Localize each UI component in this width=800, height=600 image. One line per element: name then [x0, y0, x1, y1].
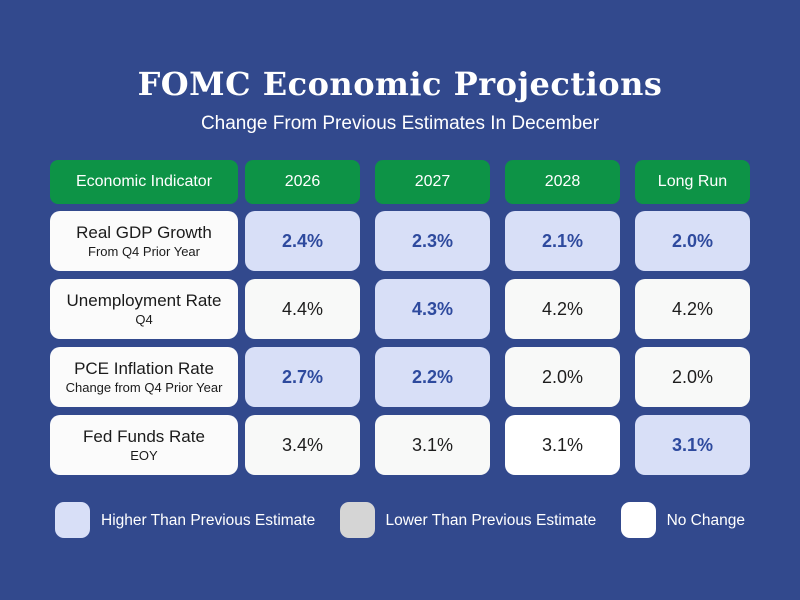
legend: Higher Than Previous Estimate Lower Than… — [55, 502, 745, 538]
page-title: FOMC Economic Projections — [137, 65, 663, 103]
value-cell: 3.1% — [375, 415, 490, 475]
indicator-cell: Unemployment Rate Q4 — [50, 279, 238, 339]
indicator-sublabel: From Q4 Prior Year — [88, 243, 200, 259]
legend-swatch-no-change — [620, 502, 656, 538]
legend-swatch-lower — [339, 502, 375, 538]
legend-label: No Change — [666, 511, 745, 529]
indicator-sublabel: Q4 — [135, 311, 153, 327]
value-cell: 2.1% — [505, 211, 620, 271]
column-header-2026: 2026 — [245, 160, 360, 204]
value-cell: 4.3% — [375, 279, 490, 339]
value-cell: 4.4% — [245, 279, 360, 339]
column-header-2028: 2028 — [505, 160, 620, 204]
column-header-long-run: Long Run — [635, 160, 750, 204]
table-row-unemployment: Unemployment Rate Q4 4.4% 4.3% 4.2% 4.2% — [50, 279, 750, 339]
indicator-cell: Fed Funds Rate EOY — [50, 415, 238, 475]
indicator-sublabel: EOY — [130, 447, 158, 463]
table-row-pce-inflation: PCE Inflation Rate Change from Q4 Prior … — [50, 347, 750, 407]
column-header-2027: 2027 — [375, 160, 490, 204]
indicator-cell: PCE Inflation Rate Change from Q4 Prior … — [50, 347, 238, 407]
value-cell: 2.7% — [245, 347, 360, 407]
legend-item-lower: Lower Than Previous Estimate — [339, 502, 597, 538]
value-cell: 2.4% — [245, 211, 360, 271]
indicator-label: PCE Inflation Rate — [74, 358, 214, 378]
value-cell: 2.0% — [635, 211, 750, 271]
indicator-label: Real GDP Growth — [76, 222, 212, 242]
value-cell: 2.3% — [375, 211, 490, 271]
table-row-fed-funds: Fed Funds Rate EOY 3.4% 3.1% 3.1% 3.1% — [50, 415, 750, 475]
indicator-label: Fed Funds Rate — [83, 426, 205, 446]
column-header-indicator: Economic Indicator — [50, 160, 238, 204]
value-cell: 4.2% — [505, 279, 620, 339]
projections-table: Economic Indicator 2026 2027 2028 Long R… — [50, 160, 750, 475]
legend-label: Higher Than Previous Estimate — [101, 511, 316, 529]
value-cell: 2.0% — [505, 347, 620, 407]
page-subtitle: Change From Previous Estimates In Decemb… — [200, 113, 600, 134]
legend-swatch-higher — [55, 502, 90, 538]
value-cell: 2.2% — [375, 347, 490, 407]
value-cell: 2.0% — [635, 347, 750, 407]
value-cell: 4.2% — [635, 279, 750, 339]
value-cell: 3.4% — [245, 415, 360, 475]
legend-item-higher: Higher Than Previous Estimate — [55, 502, 315, 538]
legend-label: Lower Than Previous Estimate — [385, 511, 597, 529]
indicator-cell: Real GDP Growth From Q4 Prior Year — [50, 211, 238, 271]
indicator-sublabel: Change from Q4 Prior Year — [65, 379, 223, 395]
value-cell: 3.1% — [635, 415, 750, 475]
table-header-row: Economic Indicator 2026 2027 2028 Long R… — [50, 160, 750, 204]
legend-item-no-change: No Change — [620, 502, 745, 538]
table-row-gdp: Real GDP Growth From Q4 Prior Year 2.4% … — [50, 211, 750, 271]
indicator-label: Unemployment Rate — [66, 290, 222, 310]
value-cell: 3.1% — [505, 415, 620, 475]
